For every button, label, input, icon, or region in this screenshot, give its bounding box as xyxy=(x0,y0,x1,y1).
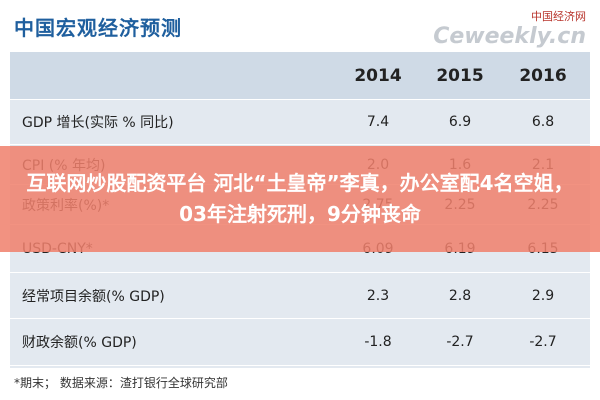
column-header: 2014 xyxy=(354,65,402,86)
cell-value: -2.7 xyxy=(529,334,557,350)
cell-value: 6.8 xyxy=(531,114,555,130)
watermark-cn: 中国经济网 xyxy=(531,10,586,23)
watermark-en: Ceweekly.cn xyxy=(433,24,586,49)
watermark: 中国经济网 Ceweekly.cn xyxy=(433,8,586,49)
column-header: 2015 xyxy=(436,65,484,86)
title: 中国宏观经济预测 xyxy=(14,16,182,40)
banner-text[interactable]: 互联网炒股配资平台 河北“土皇帝”李真，办公室配4名空姐，03年注射死刑，9分钟… xyxy=(26,171,574,226)
header-row: 2014 2015 2016 xyxy=(10,52,590,100)
cell-value: -1.8 xyxy=(364,334,392,350)
cell-value: 7.4 xyxy=(366,114,390,130)
cell-value: 6.9 xyxy=(448,114,472,130)
cell-value: -2.7 xyxy=(446,334,474,350)
cell-value: 2.8 xyxy=(448,287,472,304)
table-row: 经常项目余额(% GDP) 2.3 2.8 2.9 xyxy=(10,273,590,319)
row-label: 经常项目余额(% GDP) xyxy=(22,288,165,305)
row-label: 财政余额(% GDP) xyxy=(22,335,137,351)
column-header: 2016 xyxy=(519,65,567,86)
row-label: GDP 增长(实际 % 同比) xyxy=(22,115,174,131)
table-row: GDP 增长(实际 % 同比) 7.4 6.9 6.8 xyxy=(10,100,590,145)
cell-value: 2.9 xyxy=(531,287,555,304)
table-row: 财政余额(% GDP) -1.8 -2.7 -2.7 xyxy=(10,319,590,366)
banner[interactable]: 互联网炒股配资平台 河北“土皇帝”李真，办公室配4名空姐，03年注射死刑，9分钟… xyxy=(0,146,600,252)
footnote: *期末； 数据来源：渣打银行全球研究部 xyxy=(14,376,228,390)
cell-value: 2.3 xyxy=(366,287,390,304)
